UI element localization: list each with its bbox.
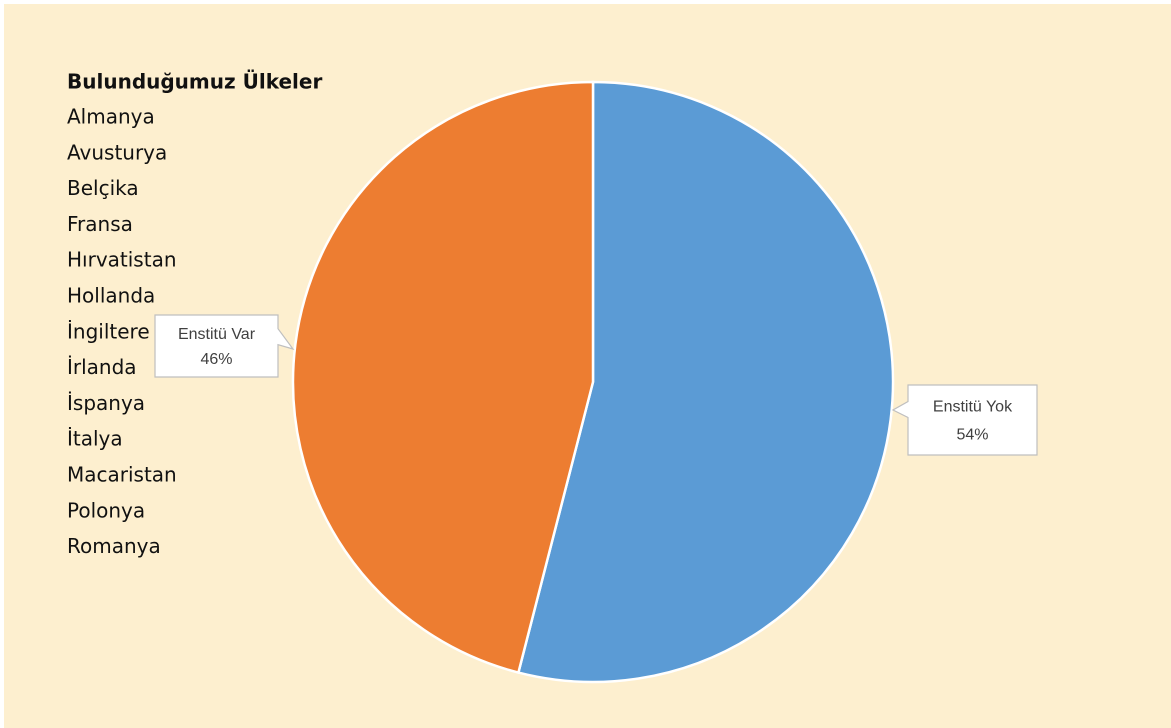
- text-box-item: İspanya: [67, 391, 145, 415]
- data-label-value: 54%: [956, 427, 988, 444]
- text-box-item: Avusturya: [67, 140, 167, 164]
- text-box-item: İrlanda: [67, 355, 137, 379]
- data-label-name: Enstitü Yok: [933, 399, 1013, 416]
- pie-slice: [516, 80, 895, 684]
- label-box: [891, 384, 1038, 456]
- text-box-item: Hırvatistan: [67, 248, 177, 272]
- text-box-item: Hollanda: [67, 284, 155, 308]
- text-box-item: Almanya: [67, 105, 155, 129]
- text-box-item: Romanya: [67, 534, 161, 558]
- label-box: [154, 314, 295, 378]
- text-box: Bulunduğumuz Ülkeler Almanya Avusturya Belç…: [67, 70, 322, 559]
- text-box-item: Fransa: [67, 212, 133, 236]
- text-box-item: Belçika: [67, 176, 139, 200]
- pie: [291, 80, 895, 684]
- text-box-item: Polonya: [67, 498, 145, 522]
- data-labels: Enstitü Yok 54% Enstitü Var 46%: [154, 314, 1038, 456]
- pie-slice: [291, 80, 595, 675]
- text-box-title: Bulunduğumuz Ülkeler: [67, 70, 322, 94]
- text-box-item: İngiltere: [67, 319, 150, 343]
- text-box-item: İtalya: [67, 427, 123, 451]
- text-box-item: Macaristan: [67, 463, 177, 487]
- data-label-name: Enstitü Var: [178, 326, 256, 343]
- data-label-value: 46%: [200, 351, 232, 368]
